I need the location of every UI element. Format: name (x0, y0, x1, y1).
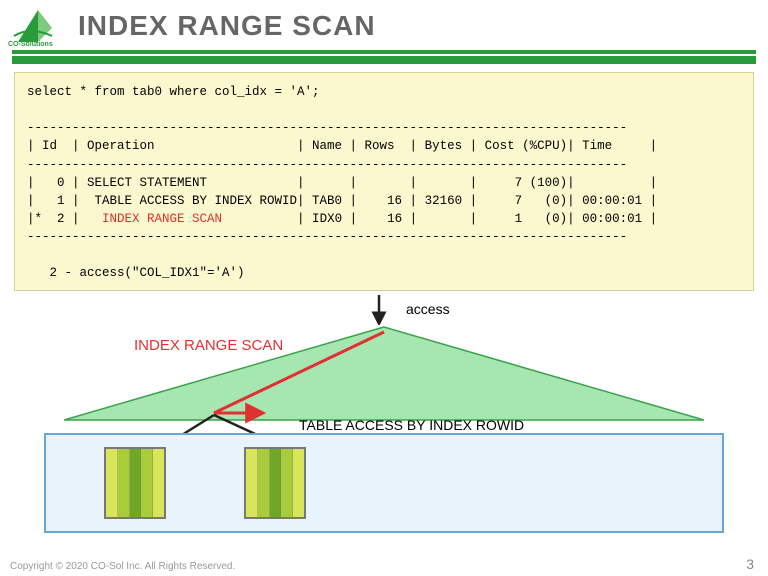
diagram: access INDEX RANGE SCAN TABLE ACCESS BY … (14, 295, 754, 545)
copyright: Copyright © 2020 CO-Sol Inc. All Rights … (10, 561, 235, 572)
logo: CO-Solutions (8, 6, 66, 46)
table-access-label: TABLE ACCESS BY INDEX ROWID (299, 417, 524, 433)
execution-plan-box: select * from tab0 where col_idx = 'A'; … (14, 72, 754, 291)
page-title: INDEX RANGE SCAN (78, 10, 376, 42)
data-block (104, 447, 166, 519)
data-block (244, 447, 306, 519)
accent-bar-thin (12, 50, 756, 54)
page-number: 3 (746, 556, 754, 572)
logo-text: CO-Solutions (8, 41, 53, 48)
accent-bar-thick (12, 56, 756, 64)
header: CO-Solutions INDEX RANGE SCAN (0, 0, 768, 48)
